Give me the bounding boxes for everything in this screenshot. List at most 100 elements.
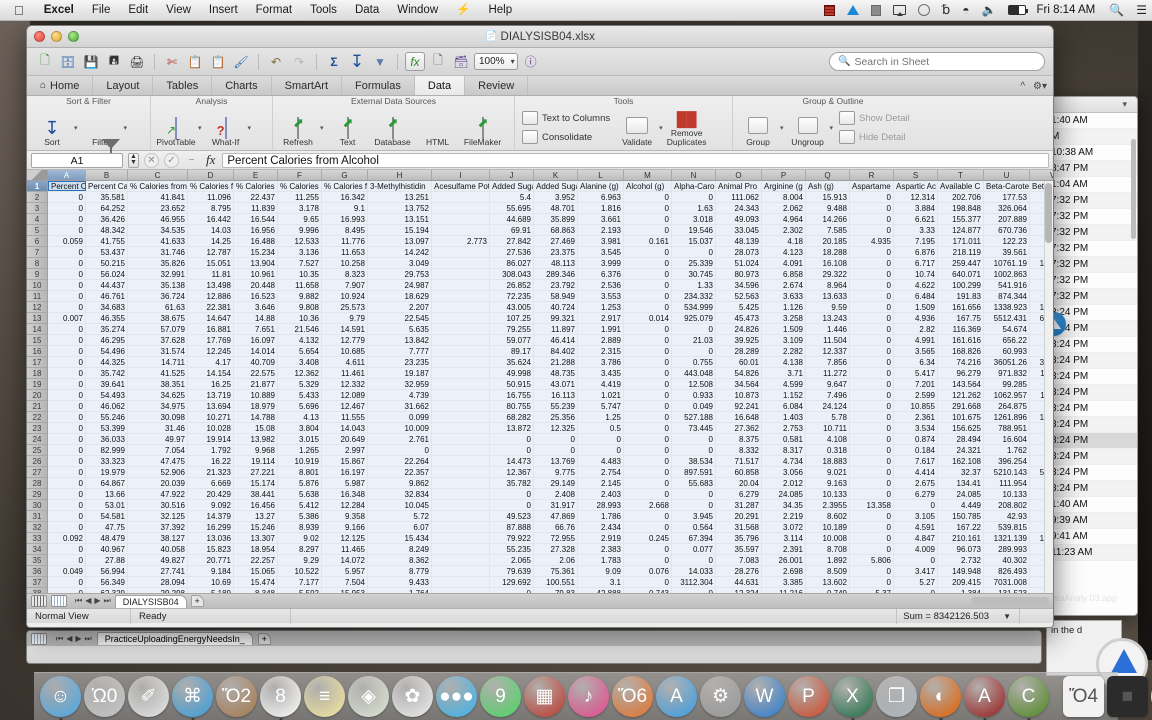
data-cell[interactable]: 96.279	[938, 368, 984, 378]
system-preferences-icon[interactable]: ⚙	[700, 676, 741, 717]
data-cell[interactable]: 36051.26	[984, 357, 1030, 367]
data-cell[interactable]: 22.257	[234, 555, 278, 565]
data-cell[interactable]: 5.747	[578, 401, 624, 411]
header-cell[interactable]: Aspartic Ac	[894, 181, 938, 191]
first-sheet-icon[interactable]: ⏮	[75, 596, 82, 606]
data-cell[interactable]: 13.66	[86, 489, 128, 499]
data-cell[interactable]: 2.889	[578, 335, 624, 345]
data-cell[interactable]: 7.585	[806, 225, 850, 235]
data-cell[interactable]: 0	[48, 577, 86, 587]
data-cell[interactable]: 0	[624, 412, 672, 422]
normal-view-icon[interactable]	[31, 595, 47, 607]
group-button[interactable]: Group	[737, 108, 779, 148]
data-cell[interactable]: 640.071	[938, 269, 984, 279]
finder-row[interactable]: 1:04 AM	[1047, 177, 1137, 193]
row-header-23[interactable]: 23	[27, 423, 47, 434]
data-cell[interactable]: 8.332	[716, 445, 762, 455]
validate-caret-icon[interactable]: ▾	[659, 124, 663, 132]
help-icon[interactable]: ⓘ	[521, 52, 541, 71]
data-cell[interactable]: 10.961	[234, 269, 278, 279]
data-cell[interactable]: 23.792	[534, 280, 578, 290]
data-cell[interactable]: 72.235	[490, 291, 534, 301]
data-cell[interactable]: 7.201	[894, 379, 938, 389]
data-cell[interactable]: 9.163	[806, 478, 850, 488]
data-cell[interactable]: 41.525	[128, 368, 188, 378]
data-cell[interactable]: 1.152	[762, 390, 806, 400]
data-cell[interactable]: 5.987	[322, 478, 368, 488]
autosum-icon[interactable]: Σ	[324, 52, 344, 71]
data-cell[interactable]: 31.568	[716, 522, 762, 532]
data-cell[interactable]: 15.953	[322, 588, 368, 593]
last-sheet-icon[interactable]: ⏭	[104, 596, 111, 606]
table-row[interactable]: 0 55.246 30.098 10.271 14.788 4.13 11.555 0.099…	[48, 412, 1053, 423]
data-cell[interactable]: 50.915	[490, 379, 534, 389]
data-cell[interactable]: 4.449	[938, 500, 984, 510]
table-row[interactable]: 0 35.581 41.841 11.096 22.437 11.255 16.342 13.…	[48, 192, 1053, 203]
data-cell[interactable]: 2.674	[762, 280, 806, 290]
data-cell[interactable]: 0	[48, 379, 86, 389]
page-layout-view-icon[interactable]	[51, 595, 67, 607]
data-cell[interactable]: 35.624	[490, 357, 534, 367]
downloads-stack-icon[interactable]: ■	[1107, 676, 1148, 717]
data-cell[interactable]: 55.235	[490, 544, 534, 554]
data-cell[interactable]: 13.151	[368, 214, 432, 224]
data-cell[interactable]: 16.456	[234, 500, 278, 510]
data-cell[interactable]: 44.437	[86, 280, 128, 290]
data-cell[interactable]: 3.565	[894, 346, 938, 356]
data-cell[interactable]: 1.446	[806, 324, 850, 334]
paste-icon[interactable]: 📋	[208, 52, 228, 71]
data-cell[interactable]: 13.307	[234, 533, 278, 543]
data-cell[interactable]: 4.991	[894, 335, 938, 345]
data-cell[interactable]: 47.869	[534, 511, 578, 521]
data-cell[interactable]: 8.495	[322, 225, 368, 235]
data-cell[interactable]: 53.01	[86, 500, 128, 510]
data-cell[interactable]: 14.266	[806, 214, 850, 224]
data-cell[interactable]: 6.279	[716, 489, 762, 499]
data-cell[interactable]: 396.254	[984, 456, 1030, 466]
data-cell[interactable]: 13.097	[368, 236, 432, 246]
cut-icon[interactable]: ✄	[162, 52, 182, 71]
photobooth-icon[interactable]: ▦	[524, 676, 565, 717]
data-cell[interactable]: 11.555	[322, 412, 368, 422]
data-cell[interactable]: 1.892	[806, 555, 850, 565]
data-cell[interactable]: 16.993	[322, 214, 368, 224]
last-sheet-icon[interactable]: ⏭	[85, 634, 92, 644]
data-cell[interactable]: 14.88	[234, 313, 278, 323]
data-cell[interactable]: 167.75	[938, 313, 984, 323]
data-cell[interactable]: 87.888	[490, 522, 534, 532]
chevron-down-icon[interactable]: ▼	[995, 612, 1019, 621]
data-cell[interactable]: 2.754	[578, 467, 624, 477]
data-cell[interactable]: 31.662	[368, 401, 432, 411]
data-cell[interactable]: 66.76	[534, 522, 578, 532]
data-cell[interactable]: 35.742	[86, 368, 128, 378]
data-cell[interactable]: 2.434	[578, 522, 624, 532]
data-cell[interactable]: 12.089	[322, 390, 368, 400]
row-header-6[interactable]: 6	[27, 236, 47, 247]
finder-row[interactable]: 3:24 PM	[1047, 417, 1137, 433]
data-cell[interactable]: 12.467	[322, 401, 368, 411]
data-cell[interactable]: 2.302	[762, 225, 806, 235]
data-cell[interactable]: 0	[672, 555, 716, 565]
filter-caret-icon[interactable]: ▾	[124, 124, 128, 132]
data-cell[interactable]: 32.125	[128, 511, 188, 521]
data-cell[interactable]: 209.415	[938, 577, 984, 587]
acrobat-icon[interactable]: A	[964, 676, 1005, 717]
data-cell[interactable]: 11.897	[534, 324, 578, 334]
data-cell[interactable]: 9.433	[368, 577, 432, 587]
data-cell[interactable]: 5.876	[278, 478, 322, 488]
finder-row[interactable]: 11:23 AM	[1047, 545, 1137, 561]
table-row[interactable]: 0 36.426 46.955 16.442 16.544 9.65 16.993 13.15…	[48, 214, 1053, 225]
data-cell[interactable]: 15.434	[368, 533, 432, 543]
data-cell[interactable]: 35.826	[128, 258, 188, 268]
data-cell[interactable]: 4.591	[894, 522, 938, 532]
data-cell[interactable]: 41.633	[128, 236, 188, 246]
filemaker-button[interactable]: FileMaker	[462, 108, 504, 148]
data-cell[interactable]: 5.696	[278, 401, 322, 411]
data-cell[interactable]: 79.639	[490, 566, 534, 576]
row-header-19[interactable]: 19	[27, 379, 47, 390]
data-cell[interactable]: 0	[672, 500, 716, 510]
data-cell[interactable]: 22.575	[234, 368, 278, 378]
table-row[interactable]: 0 46.062 34.975 13.694 18.979 5.696 12.467 31.6…	[48, 401, 1053, 412]
data-cell[interactable]: 0	[850, 203, 894, 213]
data-cell[interactable]: 38.351	[128, 379, 188, 389]
